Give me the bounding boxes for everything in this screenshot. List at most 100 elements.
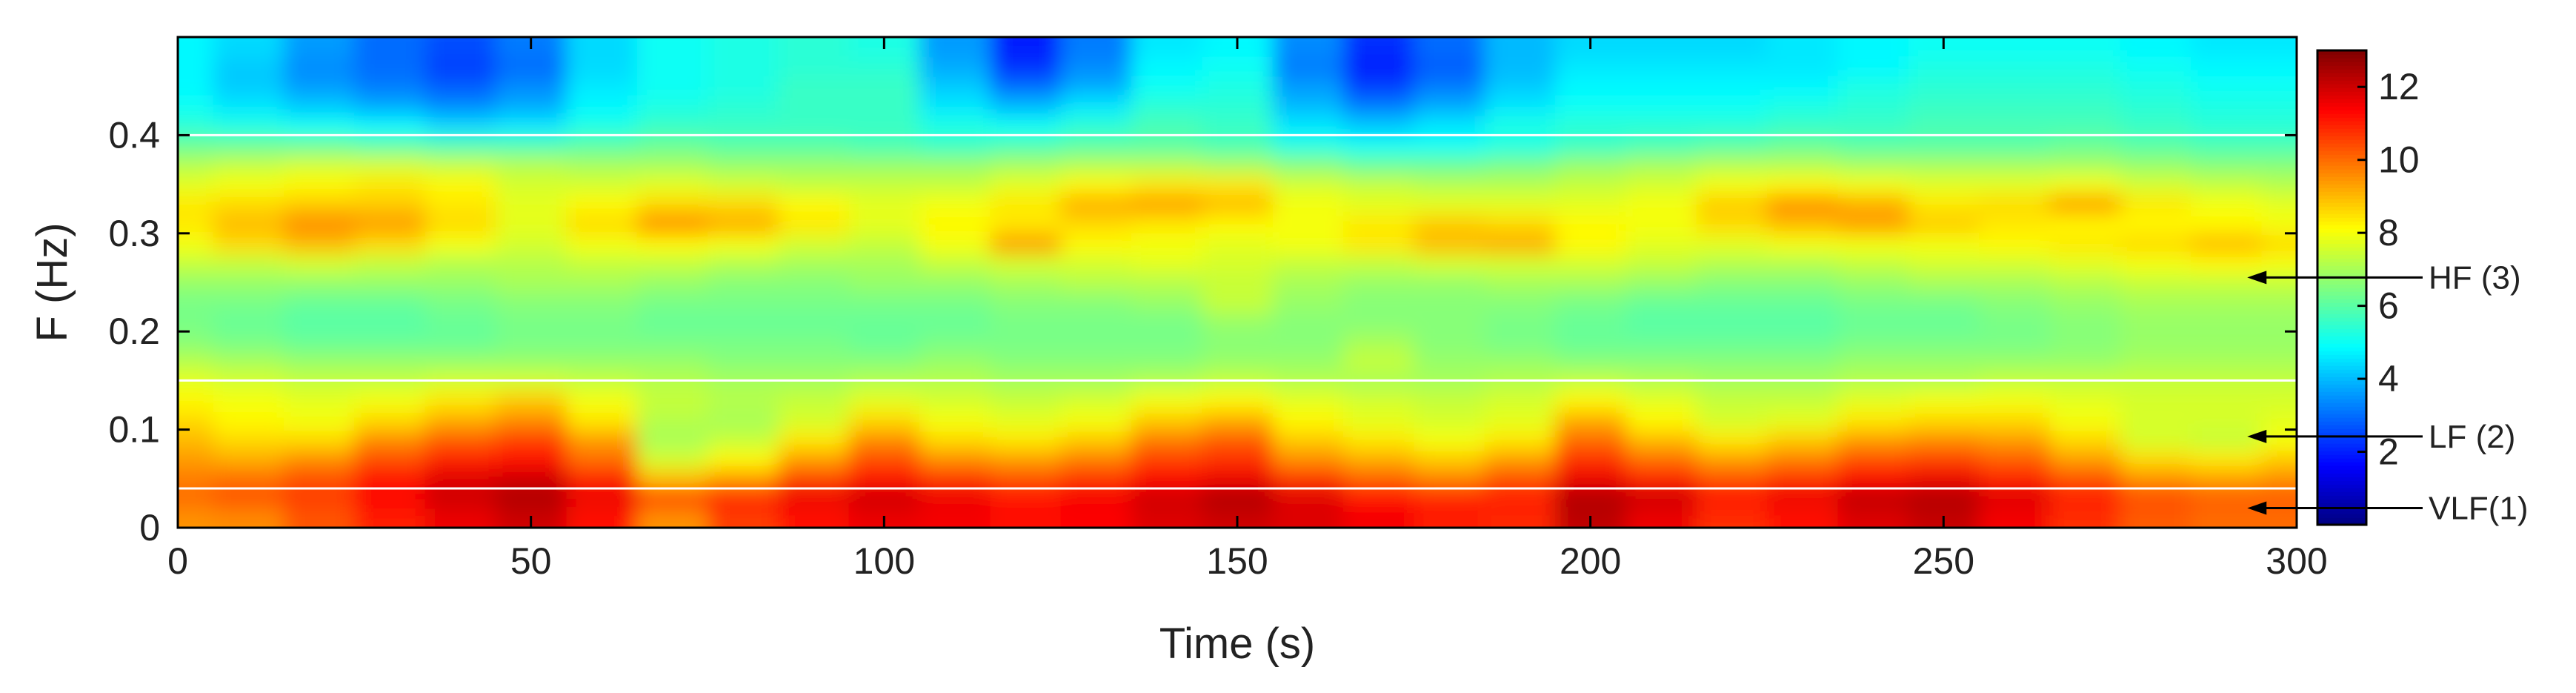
heatmap-cell [566,115,638,136]
colorbar-swatch [2317,443,2366,448]
heatmap-cell [1060,351,1132,372]
heatmap-cell [1272,351,1344,372]
heatmap-cell [2049,272,2121,294]
colorbar-swatch [2317,477,2366,481]
heatmap-cell [990,488,1062,509]
heatmap-cell [2191,449,2263,470]
heatmap-cell [990,37,1062,58]
colorbar-swatch [2317,251,2366,255]
heatmap-cell [1837,351,1909,372]
colorbar-swatch [2317,391,2366,396]
colorbar-swatch [2317,343,2366,348]
heatmap-cell [213,390,284,411]
heatmap-cell [2120,331,2191,352]
heatmap-cell [708,96,779,116]
heatmap-cell [1696,213,1768,234]
heatmap-cell [2191,233,2263,254]
heatmap-cell [425,174,496,195]
heatmap-cell [919,449,991,470]
heatmap-cell [213,115,284,136]
colorbar-swatch [2317,65,2366,70]
heatmap-cell [778,37,850,58]
heatmap-cell [1202,272,1274,294]
heatmap-cell [2049,508,2121,528]
colorbar-swatch [2317,76,2366,81]
heatmap-cell [1060,37,1132,58]
colorbar-swatch [2317,173,2366,177]
heatmap-cell [1414,96,1485,116]
heatmap-cell [848,292,920,313]
heatmap-cell [1484,468,1556,490]
heatmap-cell [1555,331,1627,352]
heatmap-cell [2120,253,2191,273]
heatmap-cell [636,56,708,77]
colorbar-swatch [2317,62,2366,66]
heatmap-cell [2261,56,2297,77]
heatmap-cell [1272,488,1344,509]
heatmap-cell [1837,135,1909,156]
heatmap-cell [1414,272,1485,294]
colorbar-swatch [2317,84,2366,88]
heatmap-cell [2049,253,2121,273]
heatmap-cell [1767,115,1839,136]
colorbar-swatch [2317,314,2366,318]
colorbar-swatch [2317,451,2366,455]
heatmap-cell [1131,331,1203,352]
colorbar-swatch [2317,491,2366,496]
heatmap-cell [990,508,1062,528]
heatmap-cell [1696,488,1768,509]
heatmap-cell [919,76,991,97]
heatmap-cell [848,253,920,273]
heatmap-cell [919,96,991,116]
heatmap-cell [919,508,991,528]
heatmap-cell [496,233,568,254]
heatmap-cell [178,331,214,352]
heatmap-cell [1272,410,1344,431]
heatmap-cell [778,390,850,411]
heatmap-cell [1343,193,1415,215]
heatmap-cell [2120,488,2191,509]
heatmap-cell [1837,488,1909,509]
heatmap-cell [1272,37,1344,58]
heatmap-cell [1484,193,1556,215]
heatmap-cell [919,272,991,294]
heatmap-cell [848,449,920,470]
heatmap-cell [213,311,284,333]
heatmap-cell [2120,154,2191,176]
heatmap-cell [919,253,991,273]
heatmap-cell [636,193,708,215]
colorbar-swatch [2317,195,2366,199]
heatmap-cell [990,115,1062,136]
heatmap-cell [2049,488,2121,509]
heatmap-cell [1414,508,1485,528]
heatmap-cell [1131,429,1203,451]
heatmap-cell [425,213,496,234]
heatmap-cell [566,272,638,294]
heatmap-cell [1696,76,1768,97]
colorbar-swatch [2317,162,2366,166]
heatmap-cell [636,331,708,352]
heatmap-cell [1484,135,1556,156]
heatmap-cell [1414,154,1485,176]
heatmap-cell [284,429,356,451]
colorbar-swatch [2317,132,2366,136]
colorbar-swatch [2317,332,2366,336]
heatmap-cell [990,292,1062,313]
x-tick-label: 250 [1913,540,1974,582]
x-axis: 0 50 100 150 200 250 300 [167,37,2328,582]
colorbar-swatch [2317,388,2366,392]
heatmap-cell [425,410,496,431]
heatmap-cell [990,390,1062,411]
heatmap-cell [1272,253,1344,273]
heatmap-cell [178,390,214,411]
colorbar-tick-label: 10 [2378,139,2420,181]
heatmap-cell [284,508,356,528]
heatmap-cell [284,468,356,490]
heatmap-cell [2049,331,2121,352]
heatmap-cell [1131,488,1203,509]
heatmap-cell [778,331,850,352]
heatmap-cell [1837,233,1909,254]
heatmap-cell [636,115,708,136]
heatmap-cell [213,410,284,431]
colorbar-swatch [2317,395,2366,399]
